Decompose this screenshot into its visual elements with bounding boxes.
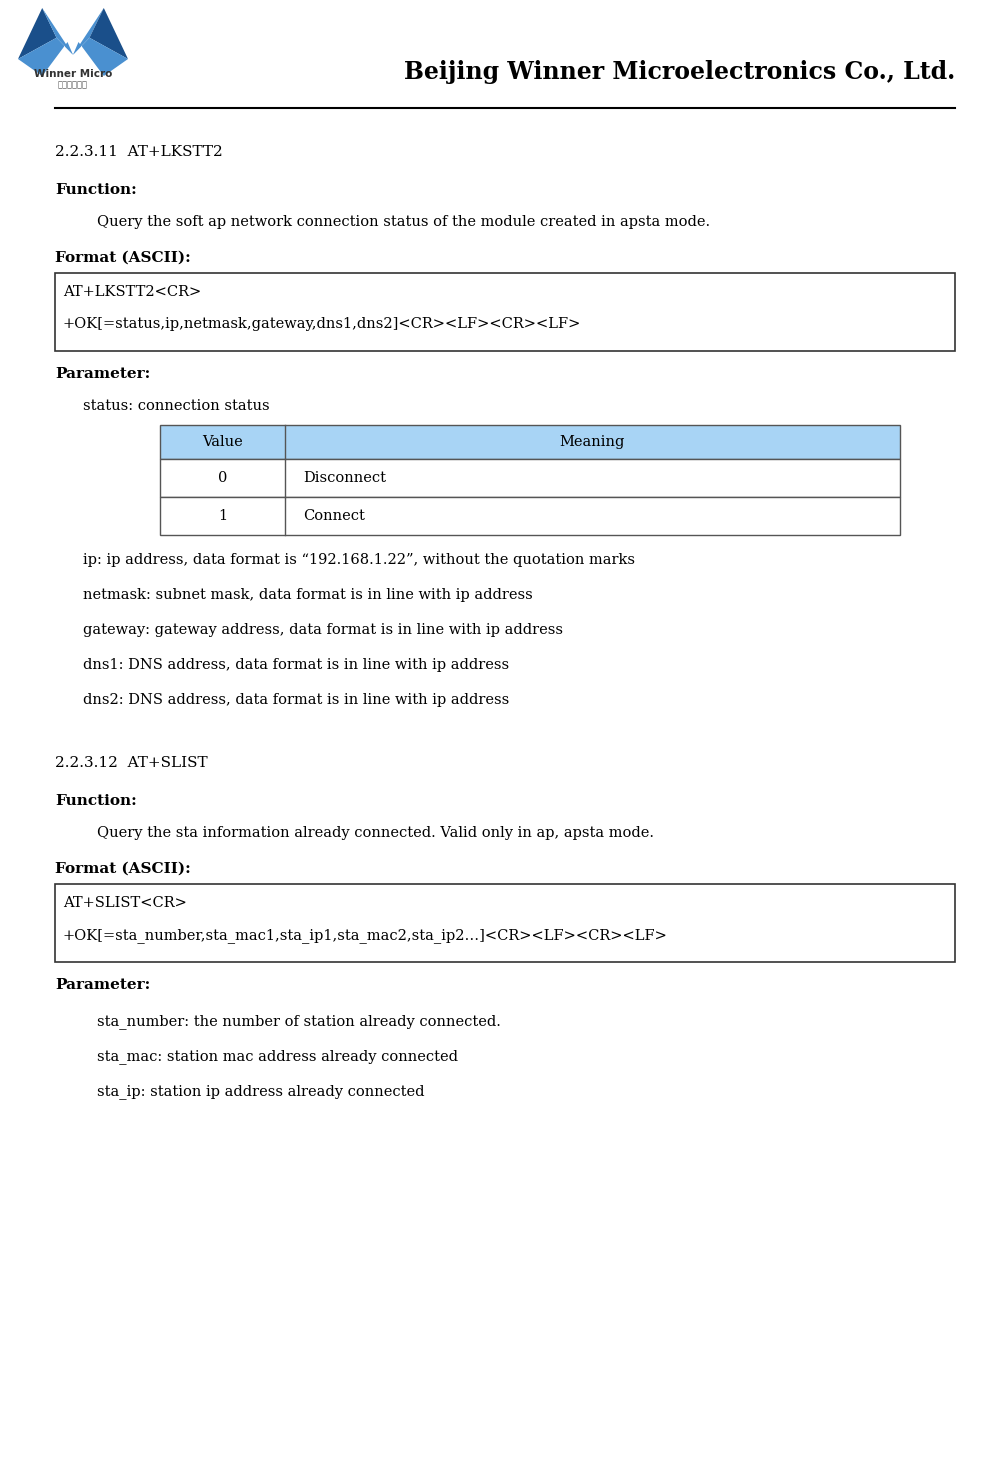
Text: sta_mac: station mac address already connected: sta_mac: station mac address already con… — [97, 1050, 458, 1064]
Text: 2.2.3.12  AT+SLIST: 2.2.3.12 AT+SLIST — [55, 756, 208, 770]
Bar — [160, 459, 900, 497]
Text: Beijing Winner Microelectronics Co., Ltd.: Beijing Winner Microelectronics Co., Ltd… — [404, 60, 955, 84]
Polygon shape — [43, 7, 73, 54]
Polygon shape — [89, 7, 128, 59]
Text: Format (ASCII):: Format (ASCII): — [55, 251, 191, 265]
Text: dns2: DNS address, data format is in line with ip address: dns2: DNS address, data format is in lin… — [83, 692, 509, 707]
Text: AT+SLIST<CR>: AT+SLIST<CR> — [63, 897, 187, 910]
Text: gateway: gateway address, data format is in line with ip address: gateway: gateway address, data format is… — [83, 623, 563, 637]
Text: dns1: DNS address, data format is in line with ip address: dns1: DNS address, data format is in lin… — [83, 659, 509, 672]
Polygon shape — [73, 7, 104, 54]
Text: Format (ASCII):: Format (ASCII): — [55, 861, 191, 876]
Text: 联盛德微电子: 联盛德微电子 — [58, 81, 88, 90]
Text: netmask: subnet mask, data format is in line with ip address: netmask: subnet mask, data format is in … — [83, 588, 533, 603]
Text: Winner Micro: Winner Micro — [34, 69, 112, 79]
Text: Connect: Connect — [303, 509, 365, 523]
Text: Function:: Function: — [55, 182, 136, 197]
Text: +OK[=status,ip,netmask,gateway,dns1,dns2]<CR><LF><CR><LF>: +OK[=status,ip,netmask,gateway,dns1,dns2… — [63, 318, 582, 331]
Polygon shape — [18, 38, 128, 76]
Text: 0: 0 — [218, 470, 227, 485]
Text: ip: ip address, data format is “192.168.1.22”, without the quotation marks: ip: ip address, data format is “192.168.… — [83, 553, 635, 567]
Text: Parameter:: Parameter: — [55, 978, 150, 992]
Text: AT+LKSTT2<CR>: AT+LKSTT2<CR> — [63, 285, 201, 298]
Text: Disconnect: Disconnect — [303, 470, 386, 485]
Text: Function:: Function: — [55, 794, 136, 809]
Text: +OK[=sta_number,sta_mac1,sta_ip1,sta_mac2,sta_ip2…]<CR><LF><CR><LF>: +OK[=sta_number,sta_mac1,sta_ip1,sta_mac… — [63, 928, 668, 942]
Text: 1: 1 — [218, 509, 227, 523]
Text: status: connection status: status: connection status — [83, 398, 270, 413]
Bar — [55, 273, 955, 351]
Text: sta_number: the number of station already connected.: sta_number: the number of station alread… — [97, 1014, 500, 1029]
Bar — [55, 883, 955, 961]
Text: Parameter:: Parameter: — [55, 368, 150, 381]
Bar — [160, 425, 900, 459]
Polygon shape — [18, 7, 56, 59]
Text: Meaning: Meaning — [560, 435, 625, 448]
Text: Query the soft ap network connection status of the module created in apsta mode.: Query the soft ap network connection sta… — [97, 215, 710, 229]
Text: Value: Value — [202, 435, 243, 448]
Text: sta_ip: station ip address already connected: sta_ip: station ip address already conne… — [97, 1083, 424, 1100]
Bar — [160, 497, 900, 535]
Text: 2.2.3.11  AT+LKSTT2: 2.2.3.11 AT+LKSTT2 — [55, 146, 223, 159]
Text: Query the sta information already connected. Valid only in ap, apsta mode.: Query the sta information already connec… — [97, 826, 654, 839]
